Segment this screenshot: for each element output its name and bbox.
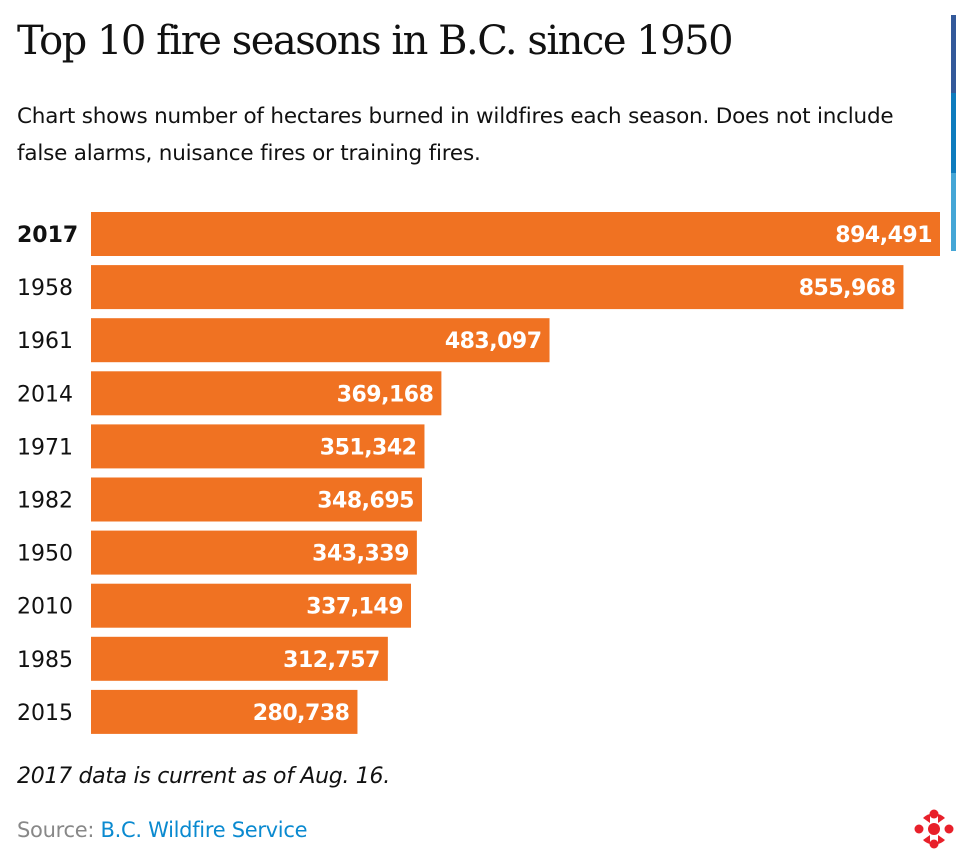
- bar-1950: [91, 530, 417, 575]
- cbc-logo-icon: [914, 809, 954, 849]
- category-label: 1958: [17, 276, 73, 301]
- bar-1958: [91, 265, 904, 310]
- accent-stripe-dark: [951, 15, 956, 93]
- category-label: 1961: [17, 329, 73, 354]
- bar-2017: [91, 212, 940, 256]
- category-label: 1982: [17, 489, 73, 514]
- value-label: 855,968: [799, 276, 896, 301]
- bar-2015: [91, 689, 358, 734]
- bar-1985: [91, 636, 388, 681]
- chart-title: Top 10 fire seasons in B.C. since 1950: [17, 18, 734, 64]
- value-label: 348,695: [317, 489, 414, 514]
- value-label: 351,342: [320, 435, 417, 460]
- category-label: 2010: [17, 595, 73, 620]
- category-label: 2017: [17, 223, 78, 248]
- category-label: 1985: [17, 648, 73, 673]
- bar-1971: [91, 424, 425, 469]
- value-label: 337,149: [306, 595, 403, 620]
- data-note: 2017 data is current as of Aug. 16.: [17, 764, 390, 789]
- source-label: Source:: [17, 818, 95, 842]
- value-label: 312,757: [283, 648, 380, 673]
- value-label: 483,097: [445, 329, 542, 354]
- category-label: 2014: [17, 382, 73, 407]
- value-label: 343,339: [312, 542, 409, 567]
- accent-stripe-light: [951, 173, 956, 251]
- category-label: 2015: [17, 701, 73, 726]
- source-link[interactable]: B.C. Wildfire Service: [100, 818, 308, 842]
- bar-chart: 2017 894,491 1958 855,968 1961 483,097 2014 369…: [17, 212, 940, 734]
- bar-2010: [91, 583, 412, 628]
- bar-1961: [91, 318, 550, 363]
- category-label: 1950: [17, 542, 73, 567]
- accent-stripe-mid: [951, 93, 956, 173]
- value-label: 280,738: [253, 701, 350, 726]
- value-label: 894,491: [835, 223, 932, 248]
- category-label: 1971: [17, 435, 73, 460]
- value-label: 369,168: [337, 382, 434, 407]
- bar-2014: [91, 371, 442, 416]
- source-line: Source: B.C. Wildfire Service: [17, 818, 308, 842]
- bar-1982: [91, 477, 422, 522]
- chart-subtitle: Chart shows number of hectares burned in…: [17, 104, 894, 166]
